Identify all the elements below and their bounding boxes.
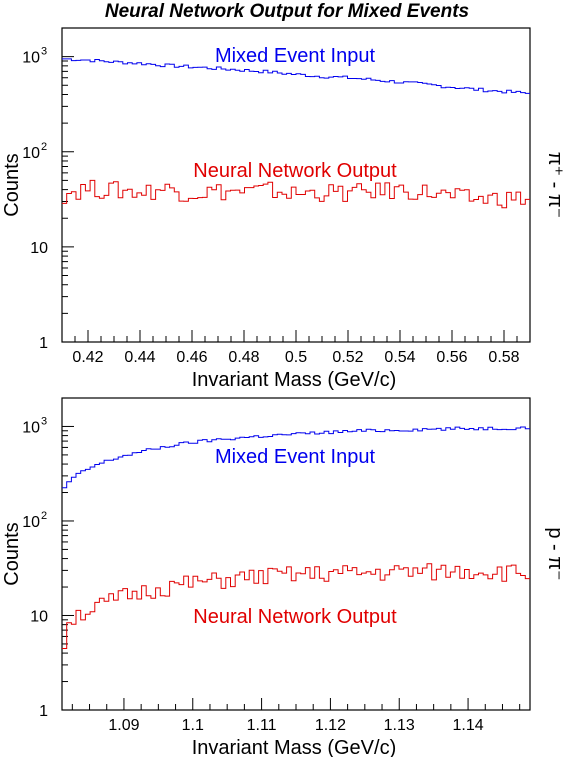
- nn-output-label: Neural Network Output: [193, 160, 397, 182]
- y-tick-label: 10: [22, 419, 40, 436]
- nn-output-label: Neural Network Output: [193, 606, 397, 628]
- x-tick-label: 0.48: [228, 349, 259, 366]
- x-tick-label: 1.12: [315, 717, 346, 734]
- mixed-event-label: Mixed Event Input: [215, 446, 376, 468]
- mixed-event-label: Mixed Event Input: [215, 45, 376, 67]
- figure-title: Neural Network Output for Mixed Events: [105, 1, 469, 22]
- plot-frame: [61, 397, 531, 711]
- x-tick-label: 1.1: [182, 717, 204, 734]
- y-tick-label: 1: [39, 335, 48, 352]
- y-tick-label: 10: [22, 50, 40, 67]
- x-tick-label: 0.52: [332, 349, 363, 366]
- y-tick-label: 10: [22, 514, 40, 531]
- x-tick-label: 0.44: [124, 349, 155, 366]
- x-axis-title: Invariant Mass (GeV/c): [192, 737, 397, 757]
- y-tick-label: 10: [22, 145, 40, 162]
- y-axis-title: Counts: [1, 522, 23, 585]
- y-tick-exponent: 2: [41, 141, 47, 153]
- y-tick-label: 10: [30, 608, 48, 625]
- y-tick-exponent: 3: [41, 46, 47, 58]
- y-tick-exponent: 3: [41, 415, 47, 427]
- x-tick-label: 1.11: [247, 717, 277, 734]
- y-tick-label: 10: [30, 240, 48, 257]
- x-tick-label: 0.46: [176, 349, 207, 366]
- y-tick-exponent: 2: [41, 510, 47, 522]
- y-tick-label: 1: [39, 703, 48, 720]
- x-tick-label: 1.09: [108, 717, 139, 734]
- x-tick-label: 0.56: [436, 349, 467, 366]
- x-tick-label: 1.13: [384, 717, 415, 734]
- x-axis-title: Invariant Mass (GeV/c): [192, 369, 397, 391]
- channel-label: π⁺ - π⁻: [544, 152, 566, 218]
- x-tick-label: 0.58: [488, 349, 519, 366]
- y-axis-title: Counts: [1, 153, 23, 216]
- nn-output-histogram: [62, 563, 530, 649]
- mixed-event-histogram: [62, 58, 530, 94]
- nn-output-histogram: [62, 179, 530, 209]
- x-tick-label: 0.54: [384, 349, 415, 366]
- x-tick-label: 1.14: [452, 717, 483, 734]
- channel-label: p - π⁻: [544, 527, 566, 580]
- x-tick-label: 0.42: [72, 349, 103, 366]
- x-tick-label: 0.5: [285, 349, 307, 366]
- mixed-event-histogram: [62, 426, 530, 489]
- plot-frame: [61, 27, 531, 343]
